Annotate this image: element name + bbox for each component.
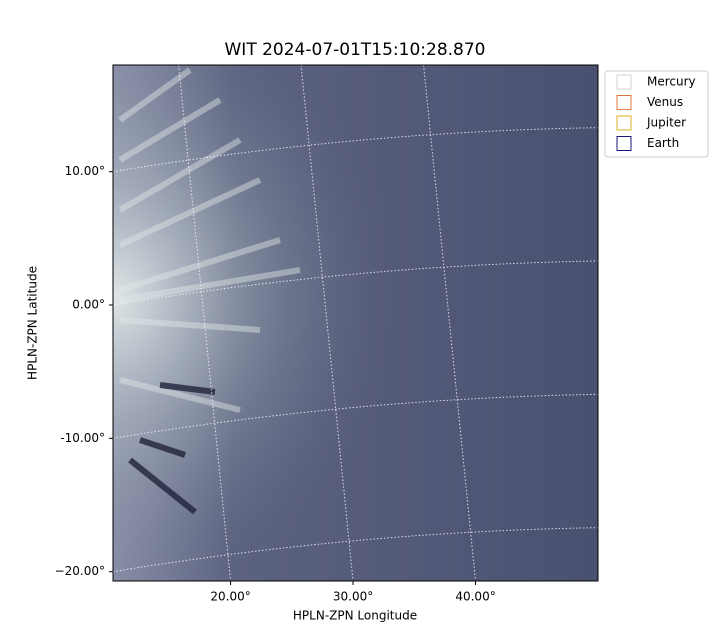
- legend-label: Venus: [647, 95, 683, 109]
- x-tick-label: 30.00°: [333, 590, 373, 604]
- y-tick-label: −20.00°: [55, 564, 105, 578]
- grid-line: [178, 64, 232, 582]
- grid-line: [423, 64, 477, 582]
- legend-swatch: [616, 95, 632, 110]
- x-tick-label: 40.00°: [455, 590, 495, 604]
- y-tick-label: 10.00°: [65, 164, 105, 178]
- x-axis-label: HPLN-ZPN Longitude: [293, 609, 417, 623]
- grid-line: [112, 393, 599, 439]
- legend-swatch: [616, 136, 632, 151]
- legend: [604, 70, 709, 158]
- y-tick-label: -10.00°: [60, 431, 105, 445]
- legend-swatch: [616, 115, 632, 131]
- grid-line: [112, 260, 599, 306]
- grid: [112, 64, 599, 582]
- grid-line: [300, 64, 354, 582]
- x-tick-label: 20.00°: [210, 590, 250, 604]
- legend-label: Jupiter: [646, 116, 686, 130]
- legend-label: Mercury: [647, 75, 696, 89]
- legend-swatch: [616, 74, 632, 90]
- chart-title: WIT 2024-07-01T15:10:28.870: [225, 40, 486, 60]
- plot-frame: [112, 64, 599, 582]
- grid-line: [112, 127, 599, 173]
- y-axis-label: HPLN-ZPN Latitude: [26, 266, 40, 380]
- grid-line: [112, 527, 599, 573]
- image: [113, 65, 598, 581]
- y-tick-label: 0.00°: [72, 298, 105, 312]
- legend-label: Earth: [647, 136, 679, 150]
